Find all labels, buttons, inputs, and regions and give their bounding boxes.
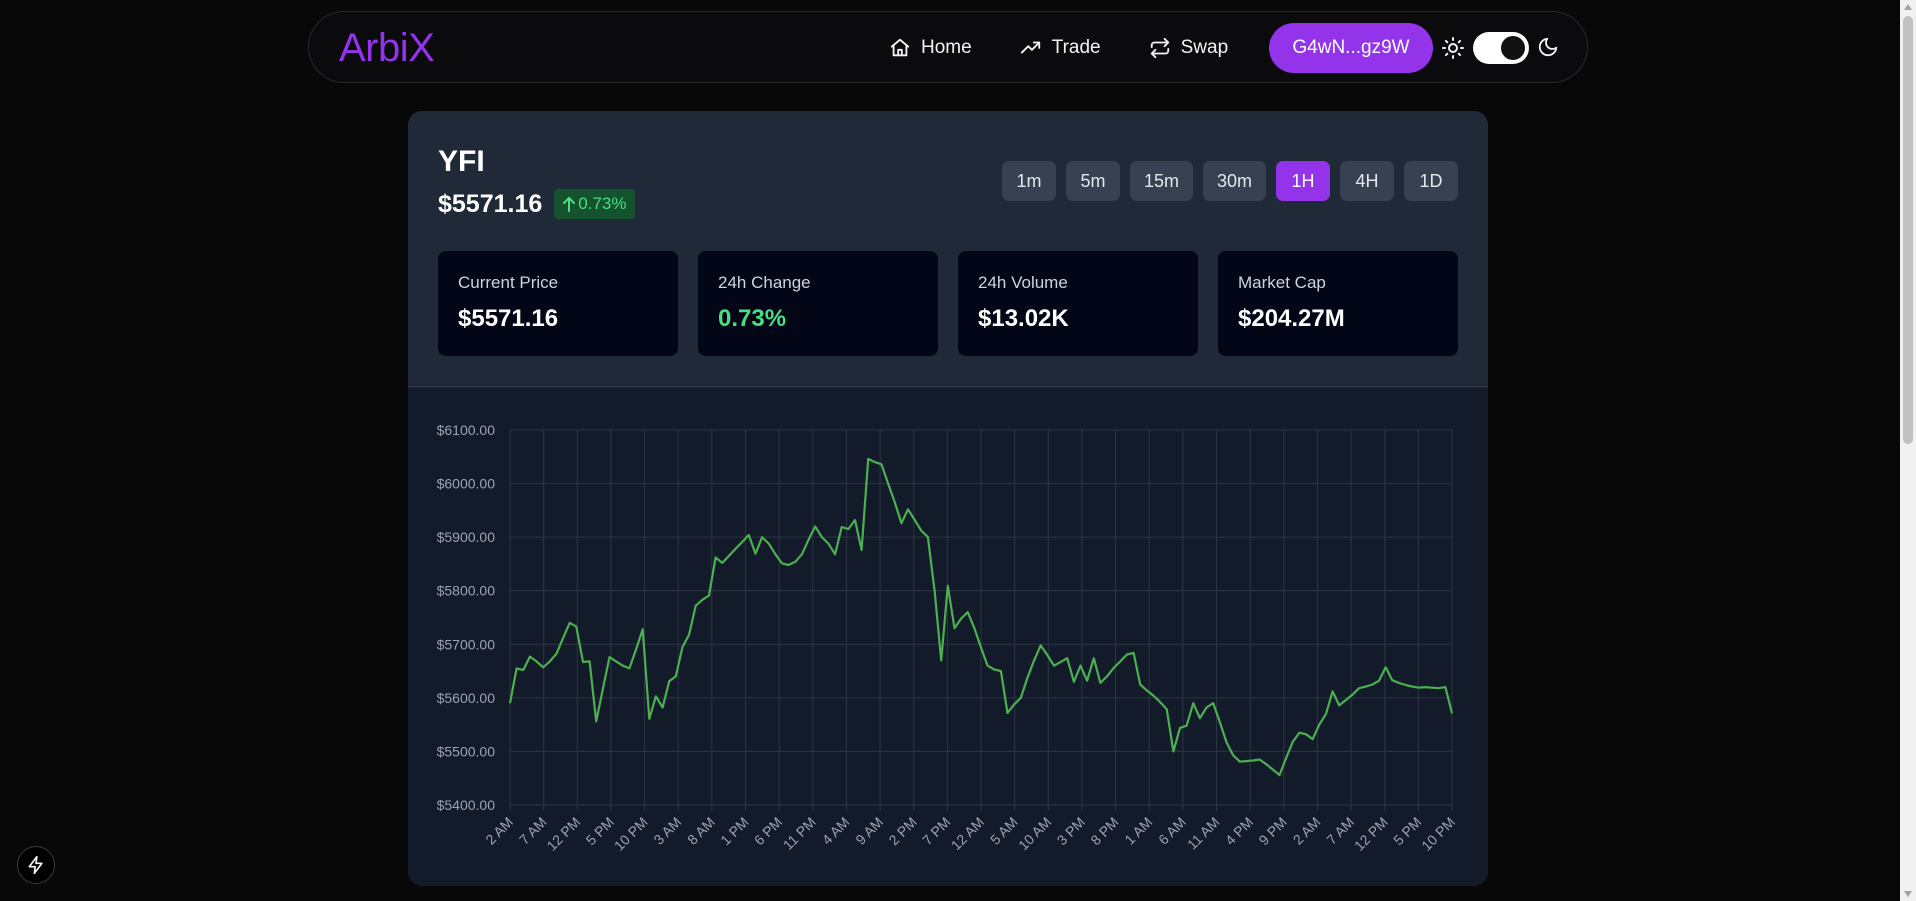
change-badge: 0.73% [554,189,636,219]
scroll-up-arrow[interactable] [1904,4,1912,10]
token-card: YFI $5571.16 0.73% 1m 5m 15m 30m 1H 4H 1D Curr… [408,111,1488,886]
x-tick-label: 12 PM [543,814,583,854]
x-tick-label: 8 AM [684,814,718,848]
price-chart[interactable]: $6100.00 $6000.00 $5900.00 $5800.00 $5700.00… [408,388,1488,886]
nav-links: Home Trade Swap [874,12,1243,84]
y-tick-label: $5400.00 [437,797,496,813]
sun-icon [1442,37,1464,59]
x-tick-label: 3 PM [1054,814,1088,848]
x-tick-label: 11 PM [780,814,819,853]
trend-up-icon [1020,41,1040,54]
token-summary: YFI $5571.16 0.73% 1m 5m 15m 30m 1H 4H 1D Curr… [408,111,1488,387]
x-tick-label: 1 PM [717,814,751,848]
change-badge-value: 0.73% [578,194,627,213]
scroll-thumb[interactable] [1903,16,1913,444]
stat-value: 0.73% [718,305,787,332]
wallet-button[interactable]: G4wN...gz9W [1269,23,1433,73]
timeframe-button-15m[interactable]: 15m [1129,161,1193,201]
stat-24h-change: 24h Change 0.73% [698,251,938,356]
x-tick-label: 10 PM [1418,814,1458,854]
lightning-icon [28,855,43,875]
top-navbar: ArbiX Home Trade Swap G4wN...gz9W [308,11,1588,83]
y-tick-label: $5900.00 [437,529,496,545]
timeframe-selector: 1m 5m 15m 30m 1H 4H 1D [1001,161,1458,201]
x-tick-label: 9 AM [852,814,886,848]
x-tick-label: 10 AM [1015,814,1054,853]
stat-label: 24h Volume [978,273,1068,292]
token-symbol: YFI [438,145,485,178]
logo[interactable]: ArbiX [339,26,435,70]
x-tick-label: 6 AM [1155,814,1189,848]
timeframe-button-1h[interactable]: 1H [1276,161,1330,201]
home-icon [890,38,910,57]
bolt-button[interactable] [17,846,55,884]
y-tick-label: $6000.00 [437,476,496,492]
theme-toggle-knob [1501,36,1525,60]
x-tick-label: 3 AM [650,814,684,848]
x-tick-label: 2 AM [482,814,516,848]
stat-label: 24h Change [718,273,811,292]
x-tick-label: 8 PM [1087,814,1121,848]
x-tick-label: 4 PM [1222,814,1256,848]
stat-value: $5571.16 [458,305,559,332]
x-tick-label: 9 PM [1255,814,1289,848]
y-tick-label: $5700.00 [437,636,496,652]
price-chart-svg: $6100.00 $6000.00 $5900.00 $5800.00 $5700.00… [437,422,1459,854]
x-tick-label: 12 PM [1351,814,1391,854]
y-tick-label: $5600.00 [437,690,496,706]
y-tick-label: $5500.00 [437,743,496,759]
stats-row: Current Price $5571.16 24h Change 0.73% … [438,251,1458,356]
swap-icon [1150,37,1169,59]
token-price: $5571.16 [438,189,543,218]
arrow-up-icon [563,197,576,212]
stat-value: $13.02K [978,305,1069,332]
price-row: $5571.16 0.73% [438,189,636,219]
timeframe-button-30m[interactable]: 30m [1202,161,1266,201]
vertical-scrollbar[interactable] [1900,0,1916,901]
nav-swap-link[interactable]: Swap [1134,12,1244,84]
timeframe-button-5m[interactable]: 5m [1065,161,1120,201]
x-tick-label: 12 AM [948,814,987,853]
x-tick-label: 2 AM [1290,814,1324,848]
stat-value: $204.27M [1238,305,1345,332]
x-tick-label: 2 PM [885,814,919,848]
scroll-down-arrow[interactable] [1904,891,1912,897]
nav-trade-label: Trade [1051,37,1101,58]
stat-24h-volume: 24h Volume $13.02K [958,251,1198,356]
nav-home-link[interactable]: Home [874,12,987,84]
x-tick-label: 11 AM [1184,814,1223,853]
x-tick-label: 1 AM [1121,814,1155,848]
moon-icon [1538,37,1558,57]
nav-home-label: Home [921,37,972,58]
price-series-line [508,457,1454,777]
stat-label: Current Price [458,273,559,292]
timeframe-button-4h[interactable]: 4H [1340,161,1394,201]
y-tick-label: $6100.00 [437,422,496,438]
timeframe-button-1d[interactable]: 1D [1404,161,1458,201]
timeframe-button-1m[interactable]: 1m [1001,161,1056,201]
y-tick-label: $5800.00 [437,583,496,599]
stat-label: Market Cap [1238,273,1326,292]
nav-swap-label: Swap [1180,37,1229,58]
stat-current-price: Current Price $5571.16 [438,251,678,356]
x-tick-label: 10 PM [611,814,651,854]
theme-toggle[interactable] [1473,32,1529,64]
x-tick-label: 4 AM [819,814,853,848]
nav-trade-link[interactable]: Trade [1005,12,1116,84]
stat-market-cap: Market Cap $204.27M [1218,251,1458,356]
